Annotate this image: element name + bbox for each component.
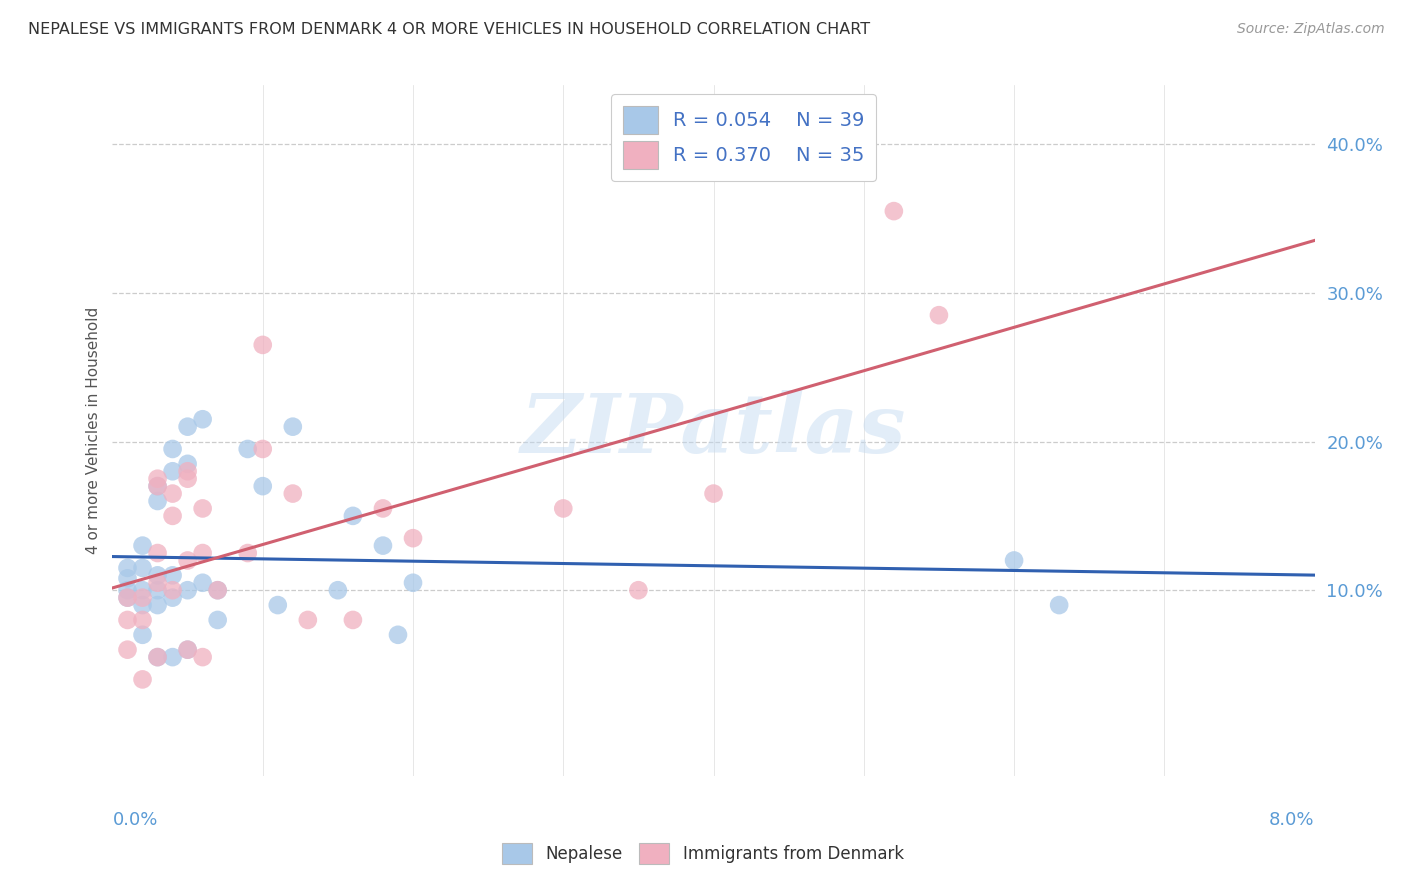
Point bbox=[146, 494, 169, 508]
Point bbox=[176, 464, 198, 478]
Point bbox=[176, 553, 198, 567]
Point bbox=[176, 583, 198, 598]
Point bbox=[928, 308, 950, 322]
Point bbox=[131, 561, 153, 575]
Point bbox=[252, 479, 274, 493]
Point bbox=[342, 508, 364, 523]
Point bbox=[162, 568, 184, 582]
Point bbox=[117, 571, 139, 585]
Point bbox=[281, 419, 304, 434]
Point bbox=[146, 650, 169, 665]
Point bbox=[176, 457, 198, 471]
Point bbox=[146, 568, 169, 582]
Legend: Nepalese, Immigrants from Denmark: Nepalese, Immigrants from Denmark bbox=[495, 837, 911, 871]
Point bbox=[162, 591, 184, 605]
Point bbox=[1002, 553, 1025, 567]
Point bbox=[702, 486, 725, 500]
Point bbox=[162, 464, 184, 478]
Point bbox=[131, 591, 153, 605]
Legend: R = 0.054    N = 39, R = 0.370    N = 35: R = 0.054 N = 39, R = 0.370 N = 35 bbox=[612, 95, 876, 180]
Point bbox=[146, 479, 169, 493]
Point bbox=[146, 575, 169, 590]
Point bbox=[176, 419, 198, 434]
Point bbox=[117, 591, 139, 605]
Text: NEPALESE VS IMMIGRANTS FROM DENMARK 4 OR MORE VEHICLES IN HOUSEHOLD CORRELATION : NEPALESE VS IMMIGRANTS FROM DENMARK 4 OR… bbox=[28, 22, 870, 37]
Y-axis label: 4 or more Vehicles in Household: 4 or more Vehicles in Household bbox=[86, 307, 101, 554]
Point bbox=[176, 472, 198, 486]
Point bbox=[176, 642, 198, 657]
Point bbox=[236, 442, 259, 456]
Point bbox=[252, 442, 274, 456]
Point bbox=[146, 583, 169, 598]
Point bbox=[131, 583, 153, 598]
Point bbox=[402, 575, 425, 590]
Point bbox=[371, 501, 394, 516]
Point bbox=[191, 546, 214, 560]
Point bbox=[342, 613, 364, 627]
Text: 0.0%: 0.0% bbox=[112, 811, 157, 829]
Point bbox=[117, 613, 139, 627]
Point bbox=[191, 412, 214, 426]
Point bbox=[387, 628, 409, 642]
Point bbox=[146, 479, 169, 493]
Point bbox=[207, 613, 229, 627]
Point bbox=[162, 650, 184, 665]
Point bbox=[207, 583, 229, 598]
Text: Source: ZipAtlas.com: Source: ZipAtlas.com bbox=[1237, 22, 1385, 37]
Point bbox=[162, 486, 184, 500]
Point bbox=[191, 650, 214, 665]
Point bbox=[553, 501, 575, 516]
Point bbox=[627, 583, 650, 598]
Point bbox=[131, 613, 153, 627]
Point bbox=[146, 472, 169, 486]
Point bbox=[162, 508, 184, 523]
Point bbox=[162, 583, 184, 598]
Point bbox=[191, 575, 214, 590]
Point bbox=[883, 204, 905, 219]
Point bbox=[146, 546, 169, 560]
Point bbox=[236, 546, 259, 560]
Point bbox=[131, 539, 153, 553]
Point bbox=[117, 583, 139, 598]
Point bbox=[131, 598, 153, 612]
Point bbox=[131, 673, 153, 687]
Point bbox=[117, 591, 139, 605]
Point bbox=[176, 642, 198, 657]
Point bbox=[252, 338, 274, 352]
Text: 8.0%: 8.0% bbox=[1270, 811, 1315, 829]
Point bbox=[146, 598, 169, 612]
Point bbox=[207, 583, 229, 598]
Point bbox=[1047, 598, 1070, 612]
Point bbox=[146, 650, 169, 665]
Point bbox=[267, 598, 290, 612]
Point bbox=[371, 539, 394, 553]
Text: ZIPatlas: ZIPatlas bbox=[520, 391, 907, 470]
Point bbox=[297, 613, 319, 627]
Point bbox=[131, 628, 153, 642]
Point bbox=[281, 486, 304, 500]
Point bbox=[402, 531, 425, 545]
Point bbox=[117, 642, 139, 657]
Point bbox=[162, 442, 184, 456]
Point bbox=[117, 561, 139, 575]
Point bbox=[326, 583, 349, 598]
Point bbox=[191, 501, 214, 516]
